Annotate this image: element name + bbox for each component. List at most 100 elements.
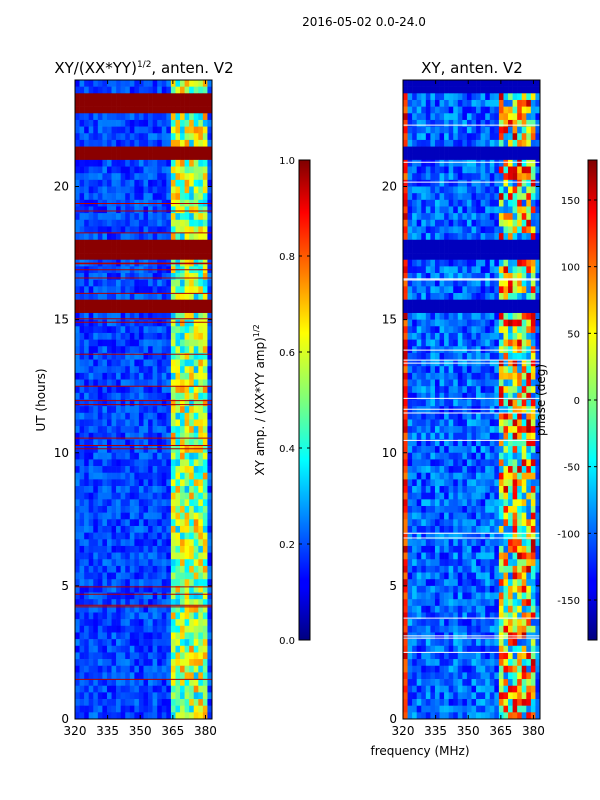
heatmap-cell (175, 645, 181, 653)
heatmap-cell (439, 213, 445, 221)
heatmap-cell (166, 486, 172, 493)
heatmap-cell (202, 699, 208, 706)
heatmap-cell (403, 419, 408, 427)
heatmap-cell (129, 685, 135, 693)
heatmap-cell (439, 519, 445, 527)
heatmap-cell (439, 199, 445, 207)
heatmap-cell (125, 659, 131, 667)
heatmap-cell (198, 206, 204, 214)
heatmap-cell (403, 139, 408, 147)
heatmap-cell (148, 159, 153, 167)
heatmap-cell (202, 253, 208, 261)
heatmap-cell (416, 106, 422, 114)
heatmap-cell (148, 625, 153, 633)
heatmap-cell (84, 233, 89, 241)
heatmap-cell (421, 293, 427, 300)
heatmap-cell (412, 499, 417, 507)
heatmap-cell (189, 86, 195, 94)
heatmap-cell (106, 386, 112, 394)
heatmap-cell (134, 479, 140, 487)
heatmap-cell (471, 506, 477, 513)
heatmap-cell (120, 273, 126, 280)
heatmap-cell (93, 153, 99, 161)
heatmap-cell (202, 339, 208, 347)
heatmap-cell (138, 472, 144, 480)
heatmap-cell (530, 113, 536, 121)
heatmap-cell (508, 119, 513, 127)
heatmap-cell (79, 86, 85, 94)
heatmap-cell (193, 585, 199, 593)
heatmap-cell (134, 665, 140, 673)
heatmap-cell (129, 439, 135, 447)
heatmap-cell (407, 206, 413, 214)
heatmap-cell (457, 173, 463, 181)
heatmap-cell (412, 99, 417, 107)
heatmap-cell (521, 459, 527, 467)
heatmap-cell (88, 665, 94, 673)
heatmap-cell (125, 599, 131, 607)
heatmap-cell (466, 379, 472, 387)
heatmap-cell (102, 346, 108, 354)
heatmap-cell (403, 199, 408, 207)
heatmap-cell (457, 306, 463, 314)
heatmap-cell (180, 559, 185, 567)
heatmap-cell (430, 399, 436, 407)
heatmap-cell (193, 419, 199, 427)
amplitude-title-sup: 1/2 (137, 60, 151, 70)
heatmap-cell (134, 499, 140, 507)
heatmap-cell (88, 659, 94, 667)
heatmap-cell (143, 279, 149, 287)
heatmap-cell (434, 399, 440, 407)
heatmap-cell (512, 446, 518, 454)
heatmap-cell (75, 299, 80, 307)
heatmap-cell (466, 419, 472, 427)
heatmap-cell (489, 126, 495, 134)
heatmap-cell (189, 379, 195, 387)
heatmap-cell (457, 492, 463, 500)
heatmap-cell (485, 506, 491, 513)
heatmap-cell (425, 153, 431, 161)
heatmap-cell (75, 166, 80, 174)
heatmap-cell (416, 226, 422, 234)
heatmap-cell (93, 532, 99, 540)
heatmap-cell (75, 99, 80, 107)
heatmap-cell (444, 439, 449, 447)
heatmap-cell (138, 432, 144, 440)
heatmap-cell (116, 512, 121, 520)
heatmap-cell (88, 406, 94, 414)
heatmap-cell (494, 279, 500, 287)
heatmap-cell (75, 699, 80, 706)
heatmap-cell (143, 705, 149, 713)
heatmap-cell (466, 312, 472, 320)
heatmap-cell (184, 312, 190, 320)
heatmap-cell (425, 486, 431, 493)
heatmap-cell (485, 193, 491, 201)
heatmap-cell (480, 206, 486, 214)
heatmap-cell (166, 332, 172, 340)
heatmap-cell (462, 479, 468, 487)
heatmap-cell (517, 432, 523, 440)
heatmap-cell (84, 159, 89, 167)
heatmap-cell (202, 219, 208, 227)
heatmap-cell (425, 99, 431, 107)
heatmap-cell (498, 452, 504, 460)
heatmap-cell (453, 153, 459, 161)
heatmap-cell (93, 472, 99, 480)
heatmap-cell (152, 386, 158, 394)
heatmap-cell (498, 139, 504, 147)
heatmap-cell (120, 572, 126, 580)
heatmap-cell (480, 332, 486, 340)
heatmap-cell (75, 665, 80, 673)
heatmap-cell (471, 253, 477, 261)
heatmap-cell (434, 173, 440, 181)
heatmap-cell (152, 299, 158, 307)
heatmap-cell (134, 659, 140, 667)
heatmap-cell (521, 372, 527, 380)
heatmap-cell (138, 299, 144, 307)
heatmap-cell (421, 99, 427, 107)
heatmap-cell (517, 253, 523, 261)
heatmap-cell (471, 366, 477, 374)
heatmap-cell (152, 639, 158, 647)
heatmap-cell (116, 326, 121, 334)
heatmap-cell (84, 559, 89, 567)
